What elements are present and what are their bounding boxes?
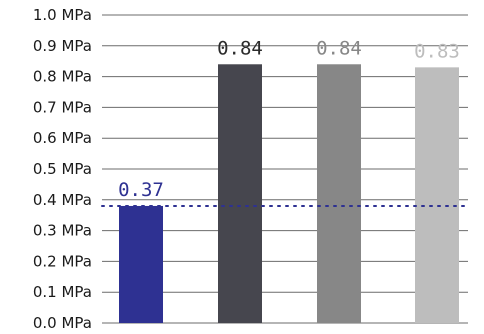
- y-tick-label: 0.4 MPa: [33, 191, 92, 209]
- y-tick-label: 0.9 MPa: [33, 37, 92, 55]
- y-axis-tick-labels: 0.0 MPa 0.1 MPa 0.2 MPa 0.3 MPa 0.4 MPa 0.5 M…: [33, 6, 92, 332]
- bar: [415, 67, 459, 323]
- data-label: 0.83: [414, 40, 460, 62]
- bars: [119, 64, 459, 323]
- y-tick-label: 0.2 MPa: [33, 252, 92, 270]
- bar: [218, 64, 262, 323]
- y-tick-label: 1.0 MPa: [33, 6, 92, 24]
- y-tick-label: 0.1 MPa: [33, 283, 92, 301]
- y-tick-label: 0.0 MPa: [33, 314, 92, 332]
- y-tick-label: 0.7 MPa: [33, 98, 92, 116]
- data-labels: 0.37 0.84 0.84 0.83: [118, 37, 460, 201]
- data-label: 0.84: [316, 37, 362, 59]
- y-tick-label: 0.5 MPa: [33, 160, 92, 178]
- bar: [119, 205, 163, 323]
- bar: [317, 64, 361, 323]
- y-tick-label: 0.3 MPa: [33, 222, 92, 240]
- y-tick-label: 0.8 MPa: [33, 68, 92, 86]
- data-label: 0.84: [217, 37, 263, 59]
- data-label: 0.37: [118, 179, 164, 201]
- y-tick-label: 0.6 MPa: [33, 129, 92, 147]
